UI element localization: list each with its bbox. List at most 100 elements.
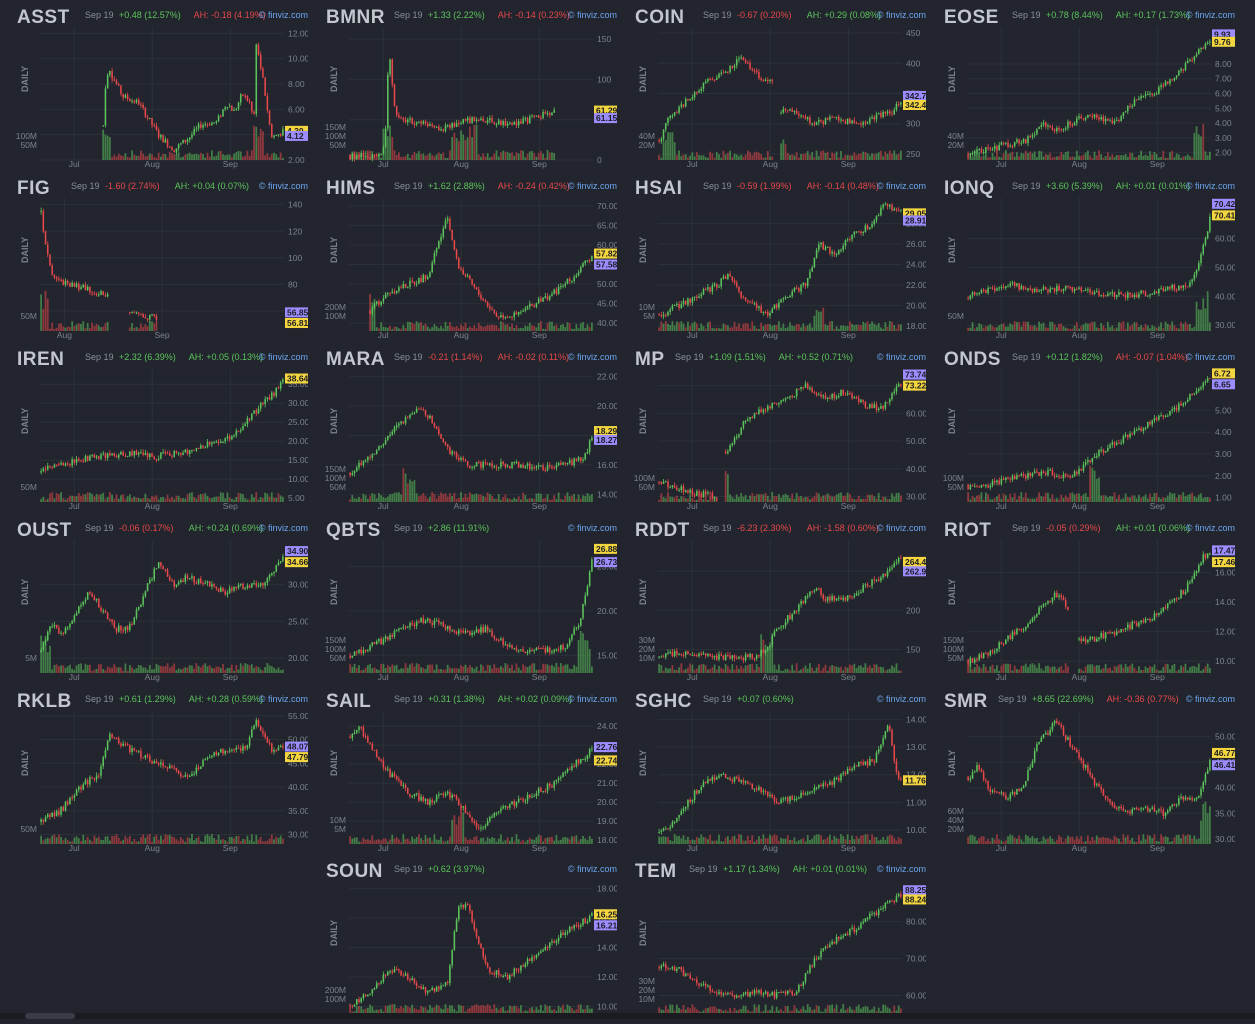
volume-bar (891, 322, 893, 331)
candle-body (138, 100, 140, 105)
volume-bar (825, 495, 827, 502)
ticker-symbol[interactable]: HSAI (635, 178, 682, 200)
volume-bar (827, 152, 829, 160)
candle-body (676, 112, 678, 113)
ticker-symbol[interactable]: BMNR (326, 7, 385, 29)
finviz-logo[interactable]: © finviz.com (1186, 352, 1235, 362)
volume-bar (1125, 154, 1127, 160)
volume-bar (551, 500, 553, 502)
ticker-symbol[interactable]: HIMS (326, 178, 376, 200)
candle-body (391, 59, 393, 84)
candle-body (674, 486, 676, 488)
volume-bar (807, 151, 809, 160)
chart-panel-mara[interactable]: 22.0020.0018.0016.0014.00150M100M50MJulA… (309, 342, 617, 512)
volume-bar (556, 324, 558, 331)
chart-panel-hsai[interactable]: 28.0026.0024.0022.0020.0018.0010M5MJulAu… (618, 171, 926, 341)
y-tick-label: 60.00 (1215, 233, 1235, 243)
finviz-logo[interactable]: © finviz.com (568, 523, 617, 533)
candle-body (471, 633, 473, 635)
volume-bar (418, 323, 420, 331)
ticker-symbol[interactable]: COIN (635, 7, 685, 29)
chart-panel-asst[interactable]: 12.0010.008.006.004.002.00100M50MJulAugS… (0, 0, 308, 170)
ticker-symbol[interactable]: EOSE (944, 7, 999, 29)
candle-body (858, 123, 860, 124)
volume-bar (440, 326, 442, 331)
volume-bar (80, 496, 82, 502)
volume-bar (431, 492, 433, 502)
chart-panel-hims[interactable]: 70.0065.0060.0055.0050.0045.0040.00200M1… (309, 171, 617, 341)
volume-bar (820, 312, 822, 331)
volume-bar (1105, 495, 1107, 502)
ticker-symbol[interactable]: ASST (17, 7, 70, 29)
finviz-logo[interactable]: © finviz.com (1186, 181, 1235, 191)
ticker-symbol[interactable]: IONQ (944, 178, 995, 200)
volume-bar (560, 663, 562, 673)
y-tick-label: 40.00 (906, 464, 926, 474)
volume-bar (213, 668, 215, 673)
volume-bar (49, 646, 51, 673)
ticker-symbol[interactable]: FIG (17, 178, 50, 200)
candle-body (1100, 117, 1102, 119)
volume-bar (82, 670, 84, 673)
candle-body (1191, 60, 1193, 61)
candle-body (665, 481, 667, 482)
volume-bar (838, 158, 840, 160)
volume-bar (249, 665, 251, 673)
candle-body (352, 473, 354, 475)
finviz-logo[interactable]: © finviz.com (877, 10, 926, 20)
finviz-logo[interactable]: © finviz.com (1186, 10, 1235, 20)
finviz-logo[interactable]: © finviz.com (568, 181, 617, 191)
candle-body (1140, 96, 1142, 98)
x-tick-label: Sep (223, 672, 238, 682)
candle-body (262, 583, 264, 585)
finviz-logo[interactable]: © finviz.com (877, 181, 926, 191)
ticker-symbol[interactable]: OUST (17, 520, 72, 542)
chart-panel-mp[interactable]: 70.0060.0050.0040.0030.00100M50MJulAugSe… (618, 342, 926, 512)
candle-body (1163, 415, 1165, 416)
candle-body (240, 94, 242, 102)
volume-bar (969, 499, 971, 502)
candle-body (136, 451, 138, 455)
candle-body (692, 97, 694, 99)
chart-panel-bmnr[interactable]: 150100500150M100M50MJulAugSep61.2961.15B… (309, 0, 617, 170)
chart-panel-coin[interactable]: 45040035030025040M20MJulAugSep342.75342.… (618, 0, 926, 170)
candle-body (558, 287, 560, 294)
finviz-logo[interactable]: © finviz.com (259, 10, 308, 20)
ticker-symbol[interactable]: ONDS (944, 349, 1001, 371)
candle-body (454, 123, 456, 126)
candle-body (556, 649, 558, 650)
volume-bar (129, 327, 131, 331)
finviz-logo[interactable]: © finviz.com (259, 181, 308, 191)
candle-body (862, 585, 864, 592)
candle-body (1149, 93, 1151, 94)
volume-bar (109, 137, 111, 160)
volume-bar (858, 496, 860, 502)
finviz-logo[interactable]: © finviz.com (259, 352, 308, 362)
candle-body (1060, 290, 1062, 291)
finviz-logo[interactable]: © finviz.com (568, 10, 617, 20)
volume-label: 50M (329, 140, 346, 150)
candle-body (856, 123, 858, 124)
candle-body (349, 472, 351, 475)
ticker-symbol[interactable]: MARA (326, 349, 385, 371)
finviz-logo[interactable]: © finviz.com (877, 352, 926, 362)
volume-bar (107, 667, 109, 673)
chart-panel-rddt[interactable]: 25020015030M20M10MJulAugSep264.48262.90R… (618, 513, 926, 683)
candle-body (573, 629, 575, 635)
volume-bar (1114, 157, 1116, 160)
ticker-symbol[interactable]: IREN (17, 349, 64, 371)
ticker-symbol[interactable]: MP (635, 349, 665, 371)
candle-body (692, 655, 694, 656)
chart-panel-qbts[interactable]: 25.0020.0015.00150M100M50MJulAugSep26.88… (309, 513, 617, 683)
candle-body (87, 592, 89, 599)
finviz-logo[interactable]: © finviz.com (259, 523, 308, 533)
finviz-logo[interactable]: © finviz.com (568, 352, 617, 362)
ticker-symbol[interactable]: QBTS (326, 520, 381, 542)
candle-body (352, 656, 354, 658)
